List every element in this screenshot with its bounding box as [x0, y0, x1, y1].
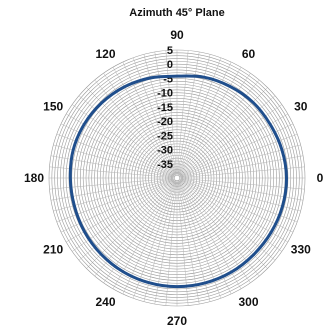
angle-tick-label: 0 — [317, 171, 324, 185]
angle-tick-labels: 0 30 60 90 120 150 180 210 240 270 300 330 — [24, 28, 324, 328]
grid-spoke — [86, 180, 175, 269]
grid-spoke — [122, 61, 176, 175]
radial-tick-label: -25 — [157, 130, 173, 142]
radial-tick-label: -5 — [163, 73, 173, 85]
angle-tick-label: 180 — [24, 171, 44, 185]
angle-tick-label: 30 — [294, 100, 308, 114]
radial-tick-label: -30 — [157, 145, 173, 157]
grid-spoke — [180, 179, 294, 233]
radial-tick-label: 0 — [167, 59, 173, 71]
angle-tick-label: 150 — [43, 100, 63, 114]
radial-tick-label: -20 — [157, 116, 173, 128]
grid-spoke — [177, 50, 189, 175]
polar-grid — [48, 49, 306, 307]
grid-spoke — [103, 73, 176, 176]
angle-tick-label: 300 — [238, 295, 258, 309]
grid-spoke — [180, 178, 305, 190]
angle-tick-label: 270 — [167, 314, 187, 328]
grid-ring — [173, 174, 181, 182]
angle-tick-label: 330 — [291, 243, 311, 257]
grid-spoke — [112, 67, 176, 176]
grid-spoke — [180, 178, 304, 201]
grid-spoke — [165, 50, 177, 175]
radial-tick-label: -15 — [157, 102, 173, 114]
grid-spoke — [177, 51, 200, 175]
angle-tick-label: 60 — [242, 47, 256, 61]
grid-spoke — [180, 178, 301, 212]
radial-tick-labels: 5 0 -5 -10 -15 -20 -25 -30 -35 — [157, 45, 173, 171]
grid-spoke — [132, 57, 177, 175]
grid-spoke — [180, 166, 305, 178]
grid-spoke — [143, 54, 177, 175]
chart-title: Azimuth 45° Plane — [129, 7, 224, 19]
grid-spoke — [179, 87, 268, 176]
grid-spoke — [177, 57, 222, 175]
angle-tick-label: 240 — [95, 295, 115, 309]
grid-spoke — [178, 61, 232, 175]
angle-tick-label: 210 — [43, 243, 63, 257]
radial-tick-label: 5 — [167, 45, 173, 57]
angle-tick-label: 90 — [170, 28, 184, 42]
grid-spoke — [180, 178, 298, 223]
grid-spoke — [154, 51, 177, 175]
radial-tick-label: -35 — [157, 159, 173, 171]
angle-tick-label: 120 — [95, 47, 115, 61]
radial-tick-label: -10 — [157, 88, 173, 100]
series-group — [68, 74, 289, 289]
grid-spoke — [180, 155, 304, 178]
grid-spoke — [177, 54, 211, 175]
